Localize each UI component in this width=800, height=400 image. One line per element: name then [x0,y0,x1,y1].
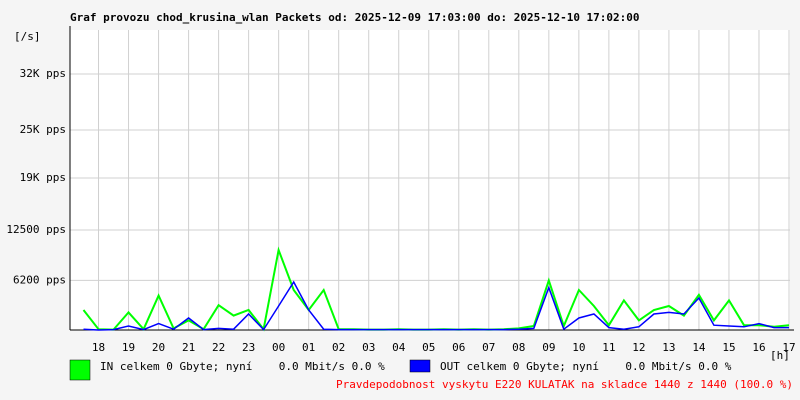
y-tick-label: 25K pps [20,123,66,136]
x-tick-label: 02 [332,341,345,354]
x-tick-label: 01 [302,341,315,354]
series-line [83,280,789,331]
legend-swatch [69,359,91,381]
y-tick-label: 19K pps [20,171,66,184]
x-tick-label: 20 [152,341,165,354]
x-tick-label: 14 [692,341,706,354]
x-tick-label: 15 [722,341,735,354]
x-tick-label: 05 [422,341,435,354]
y-tick-label: 12500 pps [6,223,66,236]
x-tick-label: 09 [542,341,555,354]
x-axis-unit: [h] [770,349,790,362]
x-tick-label: 08 [512,341,525,354]
y-tick-label: 6200 pps [13,273,66,286]
x-tick-label: 18 [92,341,105,354]
x-tick-label: 22 [212,341,225,354]
x-tick-label: 00 [272,341,285,354]
x-tick-label: 12 [632,341,645,354]
plot-area [70,30,790,330]
legend-label: IN celkem 0 Gbyte; nyní 0.0 Mbit/s 0.0 % [100,360,385,373]
x-tick-label: 19 [122,341,135,354]
x-tick-label: 17 [782,341,795,354]
x-tick-label: 11 [602,341,615,354]
y-axis-unit: [/s] [14,30,41,43]
x-tick-label: 23 [242,341,255,354]
x-tick-label: 06 [452,341,465,354]
legend-swatch [409,359,431,373]
y-tick-label: 32K pps [20,67,66,80]
x-tick-label: 13 [662,341,675,354]
x-tick-label: 03 [362,341,375,354]
chart-title: Graf provozu chod_krusina_wlan Packets o… [70,11,640,24]
annotation: Pravdepodobnost vyskytu E220 KULATAK na … [336,378,793,391]
x-tick-label: 21 [182,341,195,354]
legend-label: OUT celkem 0 Gbyte; nyní 0.0 Mbit/s 0.0 … [440,360,732,373]
x-tick-label: 16 [752,341,765,354]
x-tick-label: 04 [392,341,406,354]
x-tick-label: 10 [572,341,585,354]
x-tick-label: 07 [482,341,495,354]
